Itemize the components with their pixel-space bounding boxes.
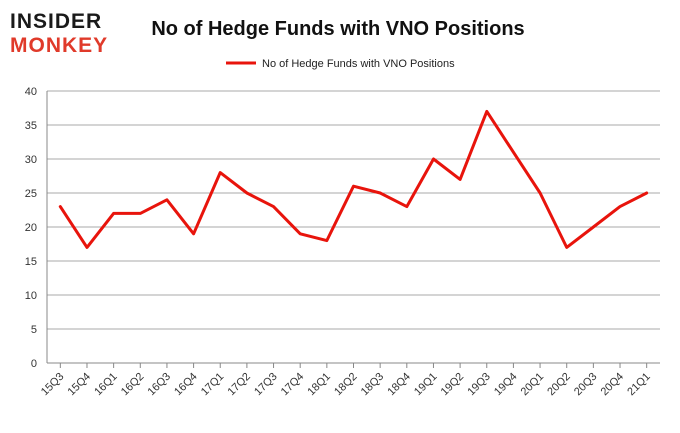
x-tick-label: 17Q2 [225, 371, 253, 399]
logo-line-1: INSIDER [10, 10, 102, 33]
y-tick-label: 5 [31, 324, 37, 336]
x-tick-label: 19Q1 [412, 371, 440, 399]
x-tick-label: 15Q3 [39, 371, 67, 399]
y-tick-label: 30 [25, 154, 37, 166]
x-tick-label: 18Q2 [332, 371, 360, 399]
x-tick-label: 16Q2 [119, 371, 147, 399]
x-tick-label: 16Q3 [146, 371, 174, 399]
series-line [58, 109, 649, 249]
x-tick-label: 16Q1 [92, 371, 120, 399]
y-tick-label: 35 [25, 120, 37, 132]
y-tick-label: 40 [25, 86, 37, 98]
x-tick-label: 20Q3 [572, 371, 600, 399]
gridlines [47, 90, 660, 330]
insider-monkey-logo: INSIDER MONKEY [10, 10, 108, 57]
x-tick-label: 15Q4 [66, 371, 94, 399]
x-tick-label: 19Q3 [465, 371, 493, 399]
y-tick-label: 25 [25, 188, 37, 200]
y-tick-label: 15 [25, 256, 37, 268]
logo-line-2: MONKEY [10, 34, 108, 57]
x-tick-label: 17Q1 [199, 371, 227, 399]
x-tick-label: 19Q4 [492, 371, 520, 399]
legend-label: No of Hedge Funds with VNO Positions [262, 58, 455, 70]
legend: No of Hedge Funds with VNO Positions [226, 58, 455, 70]
chart-title: No of Hedge Funds with VNO Positions [151, 18, 524, 40]
x-tick-labels: 15Q3 15Q4 16Q1 16Q2 16Q3 16Q4 17Q1 17Q2 17Q3 17Q4… [39, 363, 653, 398]
x-tick-label: 17Q3 [252, 371, 280, 399]
x-tick-label: 17Q4 [279, 371, 307, 399]
x-tick-label: 18Q3 [359, 371, 387, 399]
y-tick-label: 0 [31, 358, 37, 370]
x-tick-label: 16Q4 [172, 371, 200, 399]
x-tick-label: 18Q1 [305, 371, 333, 399]
y-tick-label: 20 [25, 222, 37, 234]
x-tick-label: 18Q4 [385, 371, 413, 399]
x-tick-label: 20Q1 [519, 371, 547, 399]
x-tick-label: 21Q1 [625, 371, 653, 399]
series [58, 109, 649, 249]
y-tick-labels: 0 5 10 15 20 25 30 35 40 [25, 86, 37, 370]
x-tick-label: 19Q2 [439, 371, 467, 399]
x-tick-label: 20Q2 [545, 371, 573, 399]
y-tick-label: 10 [25, 290, 37, 302]
x-tick-label: 20Q4 [599, 371, 627, 399]
